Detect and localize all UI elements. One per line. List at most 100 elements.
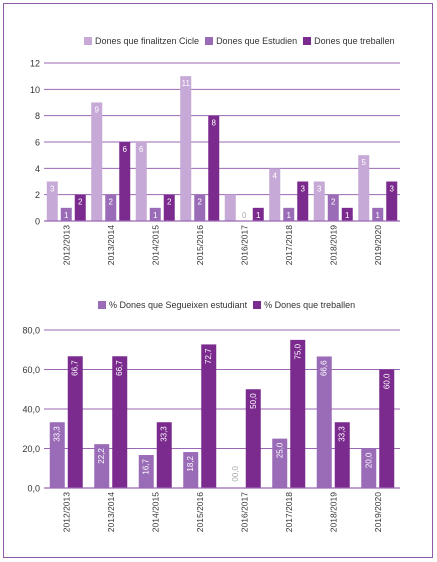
- bar-1-0-2: [135, 142, 147, 221]
- y-tick-label: 2: [35, 190, 40, 200]
- bar-1-1-1: [105, 194, 117, 221]
- legend-item-1-0: Dones que finalitzen Cicle: [84, 36, 199, 46]
- data-label: 1: [287, 211, 292, 220]
- x-tick-label: 2014/2015: [150, 492, 160, 532]
- data-label: 6: [139, 145, 144, 154]
- bar-1-0-5: [269, 168, 281, 221]
- x-tick-label: 2015/2016: [195, 492, 205, 532]
- legend-label: Dones que treballen: [314, 36, 395, 46]
- data-label: 3: [390, 185, 395, 194]
- y-tick-label: 10: [30, 85, 40, 95]
- bar-1-2-0: [74, 194, 86, 221]
- x-tick-label: 2013/2014: [106, 492, 116, 532]
- bar-1-1-2: [149, 207, 161, 221]
- data-label: 00,0: [231, 465, 240, 481]
- data-label: 25,0: [275, 442, 284, 458]
- data-label: 33,3: [338, 426, 347, 442]
- y-tick-label: 60,0: [22, 365, 40, 375]
- bar-1-0-4: [224, 194, 236, 221]
- data-label: 18,2: [186, 456, 195, 472]
- bar-1-1-3: [194, 194, 206, 221]
- data-label: 3: [50, 185, 55, 194]
- data-label: 1: [64, 211, 69, 220]
- bar-2-1-7: [379, 369, 395, 488]
- bar-2-0-6: [316, 356, 332, 488]
- x-tick-label: 2018/2019: [328, 492, 338, 532]
- legend-item-2-0: % Dones que Segueixen estudiant: [98, 300, 247, 310]
- data-label: 16,7: [142, 458, 151, 474]
- data-label: 4: [273, 171, 278, 180]
- data-label: 2: [331, 198, 336, 207]
- data-label: 2: [109, 198, 114, 207]
- bar-1-0-7: [358, 155, 370, 221]
- x-tick-label: 2019/2020: [373, 492, 383, 532]
- data-label: 66,7: [71, 360, 80, 376]
- data-label: 33,3: [160, 426, 169, 442]
- legend-swatch: [253, 301, 262, 309]
- bar-1-1-6: [327, 194, 339, 221]
- data-label: 20,0: [364, 452, 373, 468]
- bar-1-0-6: [313, 181, 325, 221]
- bar-1-1-7: [372, 207, 384, 221]
- data-label: 66,7: [115, 360, 124, 376]
- x-tick-label: 2012/2013: [61, 492, 71, 532]
- bar-2-1-5: [290, 339, 306, 488]
- y-tick-label: 0: [35, 217, 40, 227]
- bar-2-0-1: [94, 444, 110, 488]
- bar-2-0-7: [361, 448, 377, 488]
- legend-label: Dones que finalitzen Cicle: [95, 36, 200, 46]
- x-tick-label: 2019/2020: [373, 225, 383, 265]
- y-tick-label: 8: [35, 111, 40, 121]
- bar-1-0-1: [91, 102, 103, 221]
- bar-2-1-1: [112, 356, 128, 488]
- x-tick-label: 2018/2019: [328, 225, 338, 265]
- y-tick-label: 4: [35, 164, 40, 174]
- legend-chart-2: % Dones que Segueixen estudiant % Dones q…: [98, 300, 361, 310]
- y-tick-label: 0,0: [27, 484, 40, 494]
- bar-2-0-0: [49, 422, 65, 488]
- legend-label: Dones que Estudien: [216, 36, 298, 46]
- data-label: 60,0: [382, 373, 391, 389]
- x-tick-label: 2017/2018: [284, 225, 294, 265]
- data-label: 9: [95, 106, 100, 115]
- data-label: 5: [362, 158, 367, 167]
- bar-2-1-4: [245, 389, 261, 488]
- bar-2-1-0: [67, 356, 83, 488]
- data-label: 2: [78, 198, 83, 207]
- legend-item-1-1: Dones que Estudien: [205, 36, 297, 46]
- data-label: 50,0: [249, 393, 258, 409]
- data-label: 2: [167, 198, 172, 207]
- bar-2-0-5: [272, 438, 288, 488]
- y-tick-label: 6: [35, 138, 40, 148]
- legend-item-2-1: % Dones que treballen: [253, 300, 355, 310]
- y-tick-label: 12: [30, 59, 40, 69]
- x-tick-label: 2016/2017: [239, 492, 249, 532]
- bar-2-1-3: [201, 344, 217, 488]
- y-tick-label: 40,0: [22, 405, 40, 415]
- bar-1-2-1: [119, 142, 131, 221]
- x-tick-label: 2015/2016: [195, 225, 205, 265]
- x-tick-label: 2012/2013: [61, 225, 71, 265]
- data-label: 3: [301, 185, 306, 194]
- bar-1-2-7: [386, 181, 398, 221]
- bar-1-2-4: [252, 207, 264, 221]
- bar-1-2-6: [341, 207, 353, 221]
- legend-label: % Dones que treballen: [264, 300, 356, 310]
- bar-1-1-0: [60, 207, 72, 221]
- data-label: 2: [198, 198, 203, 207]
- bar-1-1-5: [283, 207, 295, 221]
- data-label: 1: [153, 211, 158, 220]
- y-tick-label: 20,0: [22, 444, 40, 454]
- bar-2-0-3: [183, 452, 199, 488]
- x-tick-label: 2017/2018: [284, 492, 294, 532]
- x-tick-label: 2014/2015: [150, 225, 160, 265]
- data-label: 72,7: [204, 348, 213, 364]
- legend-chart-1: Dones que finalitzen Cicle Dones que Estu…: [84, 36, 401, 46]
- legend-item-1-2: Dones que treballen: [303, 36, 395, 46]
- data-label: 1: [256, 211, 261, 220]
- data-label: 22,2: [97, 448, 106, 464]
- data-label: 1: [376, 211, 381, 220]
- data-label: 1: [345, 211, 350, 220]
- data-label: 3: [317, 185, 322, 194]
